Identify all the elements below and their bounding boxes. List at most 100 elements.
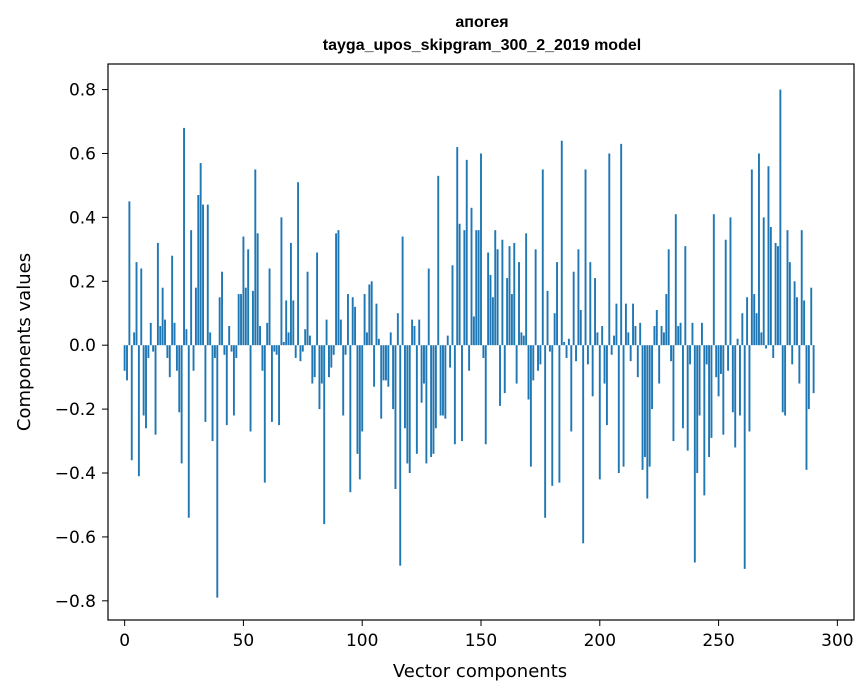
bar-37 — [211, 345, 214, 442]
bar-241 — [696, 345, 699, 474]
bar-44 — [228, 326, 231, 346]
bar-160 — [503, 345, 506, 394]
bar-233 — [677, 326, 680, 346]
bar-200 — [598, 345, 601, 480]
bar-184 — [560, 140, 563, 346]
bar-39 — [216, 345, 219, 598]
bar-261 — [743, 345, 746, 569]
bar-176 — [541, 169, 544, 346]
bar-46 — [232, 345, 235, 416]
bar-96 — [351, 297, 354, 346]
bar-119 — [406, 345, 409, 464]
bar-159 — [501, 239, 504, 346]
x-tick-label: 100 — [346, 631, 378, 651]
bar-258 — [736, 338, 739, 346]
y-tick-label: 0.0 — [69, 336, 96, 356]
bar-173 — [534, 249, 537, 346]
bar-52 — [247, 249, 250, 346]
bar-197 — [591, 345, 594, 397]
bar-170 — [527, 345, 530, 400]
bar-26 — [185, 329, 188, 346]
bar-117 — [401, 236, 404, 346]
bar-27 — [187, 345, 190, 518]
bar-12 — [152, 345, 155, 352]
bar-20 — [171, 255, 174, 346]
bar-135 — [444, 345, 447, 419]
bar-19 — [168, 345, 171, 378]
bar-220 — [646, 345, 649, 499]
bar-113 — [392, 345, 395, 410]
bar-240 — [693, 345, 696, 563]
bar-131 — [434, 345, 437, 429]
bar-221 — [648, 345, 651, 467]
bar-18 — [166, 345, 169, 358]
bar-47 — [235, 345, 238, 358]
bar-7 — [140, 268, 143, 346]
bar-254 — [727, 345, 730, 371]
bar-207 — [615, 303, 618, 346]
bar-106 — [375, 303, 378, 346]
bar-225 — [658, 345, 661, 384]
bar-275 — [777, 246, 779, 346]
bar-282 — [793, 281, 796, 346]
bar-232 — [674, 214, 677, 346]
bar-71 — [292, 300, 295, 346]
bar-125 — [420, 345, 423, 403]
bar-146 — [470, 207, 473, 346]
bar-49 — [240, 294, 242, 346]
bar-158 — [499, 345, 501, 406]
bar-72 — [294, 345, 297, 358]
bar-133 — [439, 345, 442, 416]
bar-11 — [149, 322, 152, 346]
bar-115 — [396, 313, 399, 346]
bar-13 — [154, 345, 157, 435]
y-tick-label: 0.2 — [69, 272, 96, 292]
bar-227 — [662, 332, 665, 346]
bar-30 — [194, 287, 197, 346]
bar-249 — [715, 345, 718, 378]
y-axis-label: Components values — [14, 253, 35, 431]
bar-256 — [731, 345, 734, 413]
bars-group — [123, 89, 815, 598]
bar-84 — [323, 345, 326, 525]
bar-108 — [380, 345, 383, 419]
bar-279 — [786, 230, 789, 346]
bar-286 — [803, 300, 806, 346]
bar-217 — [639, 322, 642, 346]
bar-50 — [242, 236, 245, 346]
plot-frame — [107, 63, 855, 621]
bar-238 — [689, 345, 692, 365]
bar-231 — [672, 345, 675, 442]
bar-137 — [449, 345, 452, 368]
bar-277 — [781, 345, 784, 413]
bar-63 — [273, 345, 276, 352]
bar-192 — [579, 310, 582, 346]
bar-69 — [287, 332, 290, 346]
bar-284 — [798, 345, 801, 384]
bar-209 — [620, 143, 623, 346]
bar-124 — [418, 319, 421, 346]
bar-51 — [244, 287, 247, 346]
bar-90 — [337, 230, 340, 346]
bar-65 — [278, 345, 281, 426]
bar-181 — [553, 313, 556, 346]
bar-21 — [173, 322, 176, 346]
bar-41 — [221, 271, 223, 346]
bar-223 — [653, 326, 656, 346]
bar-226 — [660, 326, 663, 346]
bar-257 — [734, 345, 737, 448]
x-tick-label: 250 — [702, 631, 734, 651]
bar-36 — [209, 332, 212, 346]
chart-subtitle: tayga_upos_skipgram_300_2_2019 model — [323, 37, 641, 54]
bar-73 — [297, 182, 300, 346]
bar-263 — [748, 345, 751, 432]
bar-206 — [613, 335, 615, 346]
bar-201 — [601, 326, 604, 346]
bar-188 — [570, 345, 573, 432]
bar-53 — [249, 345, 252, 432]
bar-57 — [259, 326, 261, 346]
bar-120 — [408, 345, 411, 474]
bar-264 — [750, 169, 753, 346]
bar-17 — [164, 319, 166, 346]
